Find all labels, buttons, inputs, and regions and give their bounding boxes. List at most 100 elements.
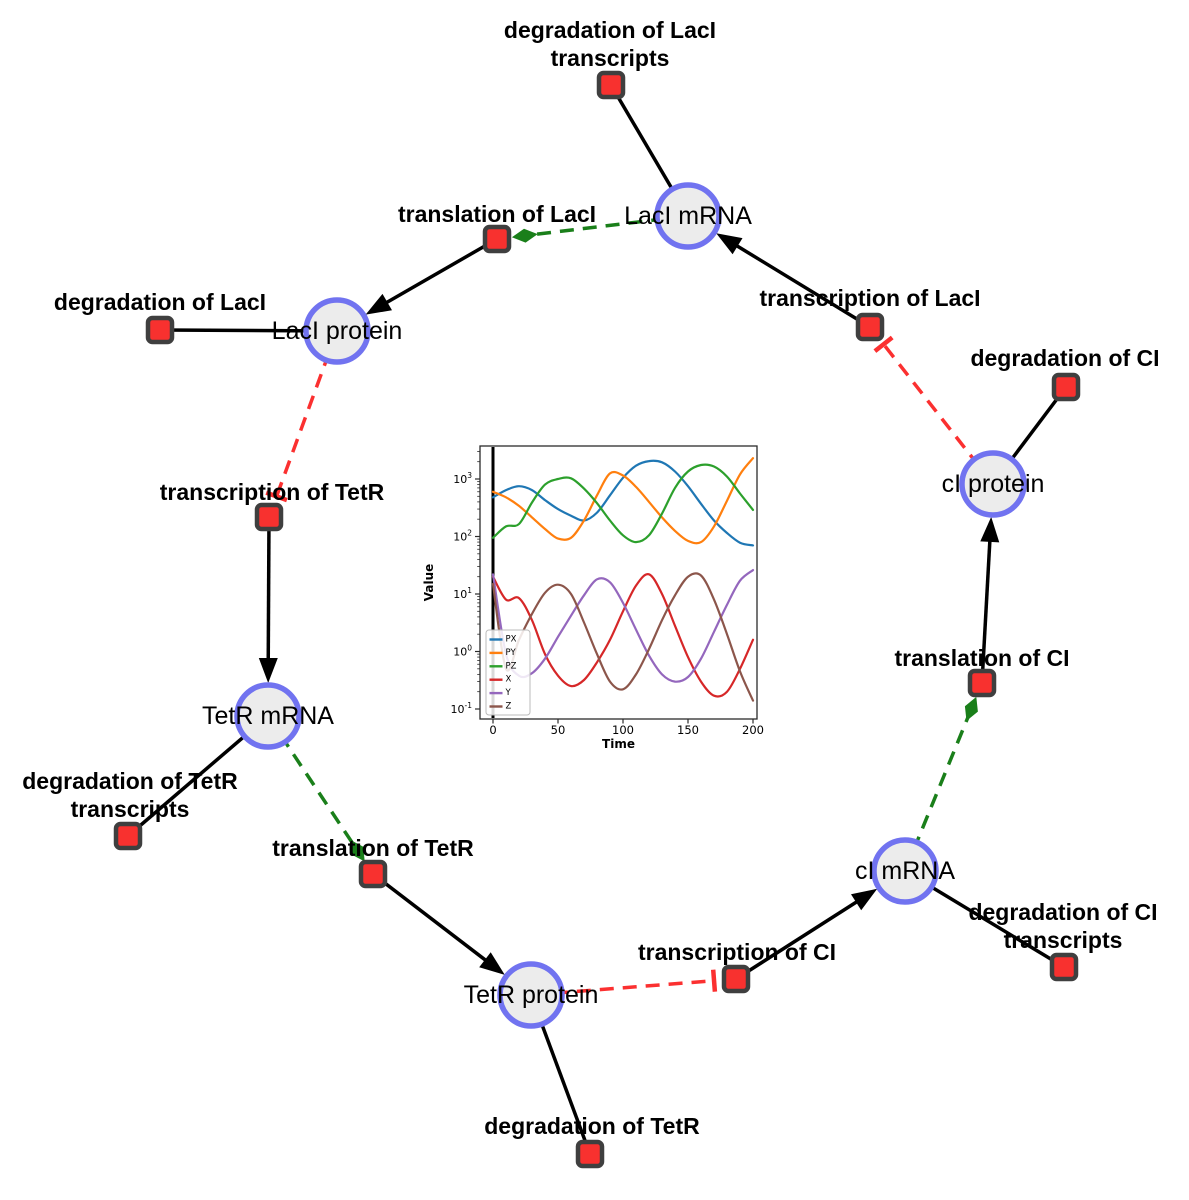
label-tetr-mrna: TetR mRNA <box>202 702 334 730</box>
chart-series-PY <box>491 457 755 545</box>
node-ci-protein <box>959 450 1027 518</box>
labels-layer: LacI mRNA LacI protein TetR mRNA TetR prote… <box>22 17 1159 1139</box>
label-transcription-of-ci-line0: transcription of CI <box>638 939 836 965</box>
arrowhead-icon <box>365 293 392 315</box>
node-transcription-of-ci <box>721 964 751 994</box>
chart-frame <box>479 445 758 720</box>
label-degradation-of-laci-line0: degradation of LacI <box>54 289 266 315</box>
edge-translation-of-laci--laci-protein <box>365 237 498 315</box>
label-transcription-of-tetr-line0: transcription of TetR <box>160 479 385 505</box>
species-circle-icon <box>497 961 565 1029</box>
node-tetr-mrna <box>234 682 302 750</box>
label-translation-of-tetr-line0: translation of TetR <box>272 835 474 861</box>
label-transcription-of-laci-line0: transcription of LacI <box>759 285 980 311</box>
chart-series-X <box>491 573 755 698</box>
label-degradation-of-ci-line0: degradation of CI <box>970 345 1159 371</box>
reaction-square-icon <box>1051 372 1081 402</box>
diamond-arrowhead-icon <box>511 228 538 243</box>
label-tetr-protein: TetR protein <box>464 981 599 1009</box>
label-degradation-of-ci-transcripts-line1: transcripts <box>1004 927 1123 953</box>
legend-entry-Y: Y <box>505 688 512 698</box>
node-degradation-of-tetr <box>575 1139 605 1169</box>
reaction-square-icon <box>482 224 512 254</box>
label-degradation-of-tetr-line0: degradation of TetR <box>484 1113 700 1139</box>
y-tick-1e2: 102 <box>453 529 472 544</box>
reaction-square-icon <box>855 312 885 342</box>
chart-series-PX <box>491 459 755 547</box>
legend-entry-PX: PX <box>506 635 517 645</box>
legend-entry-PZ: PZ <box>506 661 517 671</box>
node-degradation-of-laci-transcripts <box>596 70 626 100</box>
chart-series-Z <box>491 572 755 702</box>
arrowhead-icon <box>258 658 278 683</box>
inset-chart: 0 50 100 150 20010-1100101102103TimeValuePXP… <box>422 445 764 751</box>
node-degradation-of-laci <box>145 315 175 345</box>
label-degradation-of-ci-transcripts-line0: degradation of CI <box>968 899 1157 925</box>
label-degradation-of-laci-transcripts-line0: degradation of LacI <box>504 17 716 43</box>
label-laci-protein: LacI protein <box>272 317 403 345</box>
y-tick-1e3: 103 <box>453 471 472 486</box>
label-laci-mrna: LacI mRNA <box>624 202 752 230</box>
species-circle-icon <box>959 450 1027 518</box>
species-circle-icon <box>303 297 371 365</box>
chart-ylabel: Value <box>422 564 436 602</box>
edge-transcription-of-ci--ci-mrna <box>735 888 878 981</box>
species-circle-icon <box>234 682 302 750</box>
reaction-square-icon <box>254 502 284 532</box>
legend-entry-PY: PY <box>506 648 517 658</box>
chart-series-PZ <box>491 463 755 544</box>
edge-transcription-of-tetr--tetr-mrna <box>258 516 278 683</box>
node-degradation-of-ci <box>1051 372 1081 402</box>
arrowhead-icon <box>716 233 743 255</box>
y-tick-1e-1: 10-1 <box>451 701 473 716</box>
chart-legend: PX PY PZ XYZ <box>485 629 531 716</box>
node-ci-mrna <box>871 837 939 905</box>
node-degradation-of-ci-transcripts <box>1049 952 1079 982</box>
chart-xlabel: Time <box>602 737 635 751</box>
reaction-square-icon <box>967 668 997 698</box>
tbar-inhibitor-icon <box>873 335 894 353</box>
node-translation-of-laci <box>482 224 512 254</box>
label-degradation-of-tetr-transcripts-line0: degradation of TetR <box>22 768 238 794</box>
legend-entry-Z: Z <box>506 702 512 712</box>
node-transcription-of-tetr <box>254 502 284 532</box>
label-ci-protein: cI protein <box>942 470 1045 498</box>
reaction-square-icon <box>596 70 626 100</box>
reaction-square-icon <box>358 859 388 889</box>
label-degradation-of-tetr-transcripts-line1: transcripts <box>71 796 190 822</box>
y-tick-1e0: 100 <box>453 644 472 659</box>
edge-translation-of-tetr--tetr-protein <box>371 872 505 975</box>
edge-transcription-of-laci--laci-mrna <box>716 233 871 329</box>
label-degradation-of-laci-transcripts-line1: transcripts <box>551 45 670 71</box>
x-tick-50: 50 <box>551 723 566 737</box>
arrowhead-icon <box>980 516 1000 543</box>
reaction-square-icon <box>145 315 175 345</box>
diamond-arrowhead-icon <box>350 839 365 862</box>
diamond-arrowhead-icon <box>964 696 978 721</box>
label-translation-of-laci-line0: translation of LacI <box>398 201 596 227</box>
node-laci-protein <box>303 297 371 365</box>
chart-series-Y <box>491 569 755 683</box>
reaction-square-icon <box>575 1139 605 1169</box>
x-tick-100: 100 <box>612 723 634 737</box>
node-degradation-of-tetr-transcripts <box>113 821 143 851</box>
node-transcription-of-laci <box>855 312 885 342</box>
x-tick-200: 200 <box>742 723 764 737</box>
nodes-layer <box>113 70 1081 1169</box>
arrowhead-icon <box>851 888 878 911</box>
reaction-square-icon <box>113 821 143 851</box>
label-translation-of-ci-line0: translation of CI <box>894 645 1069 671</box>
x-tick-150: 150 <box>677 723 699 737</box>
x-tick-0: 0 <box>489 723 496 737</box>
legend-entry-X: X <box>506 675 512 685</box>
arrowhead-icon <box>479 952 505 975</box>
node-translation-of-ci <box>967 668 997 698</box>
species-circle-icon <box>871 837 939 905</box>
node-laci-mrna <box>654 182 722 250</box>
label-ci-mrna: cI mRNA <box>855 857 955 885</box>
node-translation-of-tetr <box>358 859 388 889</box>
reaction-square-icon <box>1049 952 1079 982</box>
edge-translation-of-ci--ci-protein <box>980 516 1000 684</box>
